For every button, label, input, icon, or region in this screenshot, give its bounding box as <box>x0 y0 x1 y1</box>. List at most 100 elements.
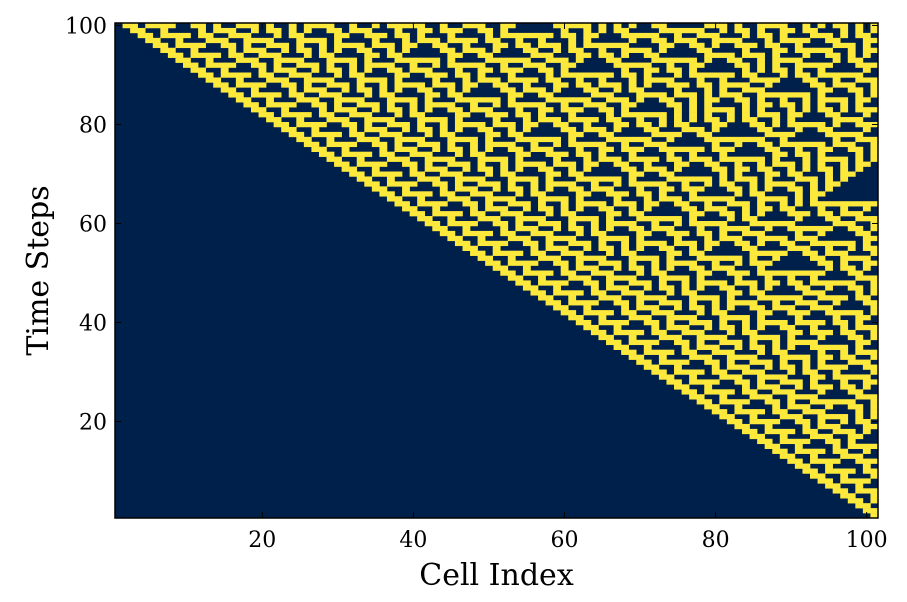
heatmap-cell-run <box>568 141 607 148</box>
heatmap-cell-run <box>810 82 826 88</box>
heatmap-cell-run <box>205 77 222 83</box>
heatmap-cell-run <box>349 171 365 177</box>
heatmap-cell-run <box>742 320 750 326</box>
heatmap-cell-run <box>779 324 796 331</box>
heatmap-cell-run <box>817 72 864 78</box>
heatmap-cell-run <box>855 151 864 157</box>
heatmap-cell-run <box>402 186 410 192</box>
heatmap-cell-run <box>757 235 788 242</box>
heatmap-cell-run <box>417 37 441 44</box>
heatmap-cell-run <box>621 349 637 355</box>
heatmap-cell-run <box>590 290 607 296</box>
heatmap-cell-run <box>636 191 652 197</box>
heatmap-cell-run <box>606 250 614 256</box>
heatmap-cell-run <box>515 156 524 162</box>
heatmap-cell-run <box>855 349 879 355</box>
heatmap-cell-run <box>568 131 584 138</box>
heatmap-cell-run <box>704 235 713 242</box>
heatmap-cell-run <box>477 156 509 162</box>
heatmap-cell-run <box>719 394 728 400</box>
heatmap-cell-run <box>757 438 773 445</box>
heatmap-cell-run <box>439 126 448 133</box>
heatmap-cell-run <box>855 97 871 103</box>
heatmap-cell-run <box>636 92 667 98</box>
heatmap-cell-run <box>364 67 373 73</box>
heatmap-cell-run <box>772 161 796 167</box>
heatmap-cell-run <box>817 295 849 301</box>
heatmap-cell-run <box>704 92 713 98</box>
heatmap-cell-run <box>840 265 856 271</box>
heatmap-cell-run <box>621 72 637 78</box>
heatmap-cell-run <box>817 389 826 395</box>
heatmap-cell-run <box>757 379 765 385</box>
heatmap-cell-run <box>772 117 781 123</box>
heatmap-cell-run <box>522 206 531 212</box>
heatmap-cell-run <box>719 92 743 98</box>
heatmap-cell-run <box>757 161 765 167</box>
heatmap-cell-run <box>689 156 713 162</box>
heatmap-cell-run <box>787 225 833 232</box>
heatmap-cell-run <box>470 250 486 256</box>
heatmap-cell-run <box>734 171 743 177</box>
heatmap-cell-run <box>575 151 592 157</box>
heatmap-cell-run <box>764 181 796 187</box>
heatmap-cell-run <box>394 141 403 148</box>
heatmap-cell-run <box>394 146 418 152</box>
heatmap-cell-run <box>855 483 864 489</box>
heatmap-cell-run <box>855 32 871 39</box>
heatmap-cell-run <box>726 290 743 296</box>
heatmap-cell-run <box>817 349 826 355</box>
heatmap-cell-run <box>507 97 516 103</box>
heatmap-cell-run <box>855 295 871 301</box>
heatmap-cell-run <box>636 300 645 306</box>
heatmap-cell-run <box>757 62 765 68</box>
heatmap-cell-run <box>598 156 622 162</box>
heatmap-cell-run <box>689 394 705 400</box>
heatmap-cell-run <box>553 141 562 148</box>
heatmap-cell-run <box>409 211 426 217</box>
heatmap-cell-run <box>734 161 743 167</box>
heatmap-cell-run <box>817 97 849 103</box>
heatmap-cell-run <box>379 191 395 197</box>
heatmap-cell-run <box>689 379 720 385</box>
heatmap-cell-run <box>500 230 516 237</box>
heatmap-cell-run <box>817 260 833 266</box>
heatmap-cell-run <box>364 92 373 98</box>
heatmap-cell-run <box>757 384 781 390</box>
heatmap-cell-run <box>794 443 803 449</box>
heatmap-cell-run <box>689 42 705 49</box>
heatmap-cell-run <box>666 151 675 157</box>
heatmap-cell-run <box>356 47 373 53</box>
heatmap-cell-run <box>575 230 584 237</box>
y-tick-label: 100 <box>65 14 107 39</box>
heatmap-cell-run <box>802 107 811 113</box>
heatmap-cell-run <box>364 122 373 128</box>
heatmap-cell-run <box>628 354 645 360</box>
heatmap-cell-run <box>689 97 697 103</box>
heatmap-cell-run <box>628 171 645 177</box>
heatmap-cell-run <box>273 32 282 39</box>
heatmap-cell-run <box>832 443 841 449</box>
heatmap-cell-run <box>621 310 637 316</box>
heatmap-cell-run <box>190 67 206 73</box>
heatmap-cell-run <box>409 67 433 73</box>
heatmap-cell-run <box>311 67 320 73</box>
heatmap-cell-run <box>726 419 743 425</box>
heatmap-cell-run <box>696 275 705 281</box>
heatmap-cell-run <box>575 52 592 58</box>
heatmap-cell-run <box>485 260 501 266</box>
heatmap-cell-run <box>757 196 788 202</box>
heatmap-cell-run <box>288 92 305 98</box>
heatmap-cell-run <box>583 27 592 34</box>
heatmap-cell-run <box>606 211 622 217</box>
heatmap-cell-run <box>553 225 562 232</box>
heatmap-cell-run <box>636 240 667 247</box>
heatmap-cell-run <box>409 62 418 68</box>
heatmap-cell-run <box>870 513 879 519</box>
heatmap-cell-run <box>794 230 803 237</box>
heatmap-cell-run <box>470 102 478 108</box>
heatmap-cell-run <box>386 67 403 73</box>
heatmap-cell-run <box>613 27 629 34</box>
heatmap-cell-run <box>575 82 592 88</box>
heatmap-cell-run <box>417 141 441 148</box>
